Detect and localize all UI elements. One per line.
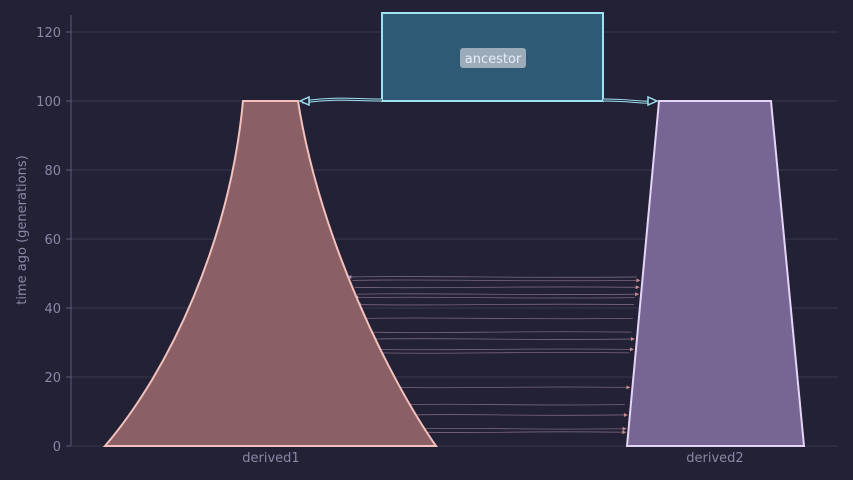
split-arrowhead-derived1: [298, 95, 310, 107]
migration-line: [370, 331, 632, 333]
derived1-label: derived1: [242, 451, 299, 466]
split-arrowhead-derived2: [647, 95, 659, 107]
migration-line: [365, 317, 633, 320]
y-tick-label: 40: [44, 302, 61, 317]
y-tick-label: 120: [36, 26, 61, 41]
deme-derived1: [102, 100, 438, 447]
migration-arrowhead: [630, 337, 635, 342]
split-arrow-derived1-inner: [301, 98, 383, 103]
migration-line: [352, 279, 637, 282]
migration-line: [354, 286, 636, 289]
y-tick-label: 100: [36, 95, 61, 110]
migration-line: [351, 276, 637, 278]
migration-arrowhead: [629, 347, 634, 352]
migration-line: [421, 431, 623, 434]
y-axis-label: time ago (generations): [15, 155, 30, 304]
migration-arrowhead: [635, 285, 640, 290]
migration-line: [418, 427, 623, 430]
y-tick-label: 60: [44, 233, 61, 248]
migration-arrowhead: [623, 412, 628, 417]
migration-line: [373, 338, 631, 340]
migration-line: [402, 403, 625, 406]
migration-line: [357, 293, 636, 296]
migration-line: [377, 348, 630, 351]
migration-lines: [347, 274, 641, 435]
migration-line: [408, 414, 624, 416]
y-tick-label: 80: [44, 164, 61, 179]
migration-arrowhead: [626, 385, 631, 390]
ancestor-label-bg: [460, 48, 526, 68]
migration-arrowhead: [347, 274, 352, 279]
ancestor-label-box: ancestor: [460, 48, 526, 68]
migration-line: [358, 296, 635, 299]
migration-arrowhead: [622, 430, 627, 435]
y-tick-label: 0: [53, 440, 61, 455]
derived2-label: derived2: [686, 451, 743, 466]
migration-arrowhead: [636, 278, 641, 283]
deme-derived2: [625, 100, 806, 447]
y-tick-label: 20: [44, 371, 61, 386]
y-ticks: 0 20 40 60 80 100 120: [36, 26, 71, 455]
migration-line: [378, 352, 630, 354]
migration-arrowhead: [635, 292, 640, 297]
migration-line: [393, 386, 627, 389]
migration-arrowhead: [622, 426, 627, 431]
ancestor-label: ancestor: [465, 52, 522, 67]
migration-line: [360, 303, 635, 306]
